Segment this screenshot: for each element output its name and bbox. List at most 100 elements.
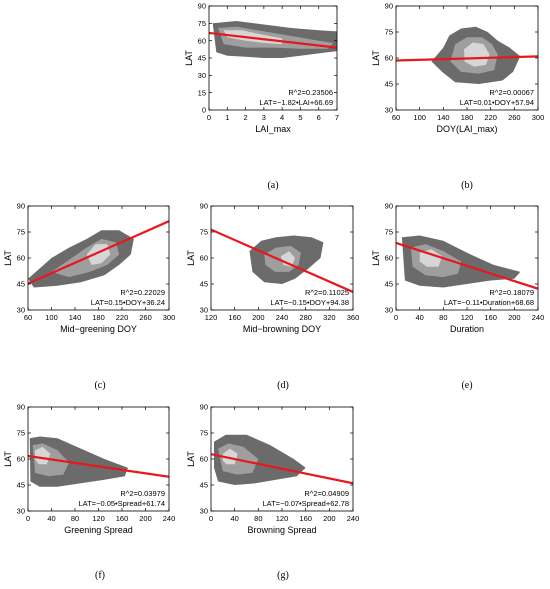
y-tick-label: 90 <box>200 403 208 412</box>
y-tick-label: 60 <box>385 254 393 263</box>
y-tick-label: 90 <box>17 202 25 211</box>
x-tick-label: 280 <box>299 313 312 322</box>
regression-line <box>211 228 353 294</box>
x-axis-label: Duration <box>450 324 484 334</box>
regression-line <box>209 31 337 49</box>
panel-a: 0 1 2 3 4 5 6 70153045607590LAI_maxLATR^2=0.235… <box>184 2 339 191</box>
panel-caption: (c) <box>94 380 105 391</box>
y-axis-label: LAT <box>3 451 13 467</box>
y-tick-label: 60 <box>198 36 206 45</box>
x-tick-label: 2 <box>243 113 247 122</box>
y-tick-label: 60 <box>17 455 25 464</box>
panel-caption: (f) <box>95 570 105 581</box>
y-tick-label: 45 <box>385 80 393 89</box>
x-axis-label: Browning Spread <box>247 525 316 535</box>
x-tick-label: 300 <box>532 113 545 122</box>
x-tick-label: 80 <box>254 514 262 523</box>
y-tick-label: 45 <box>200 481 208 490</box>
regression-equation-label: LAT=−1.82•LAI+66.69 <box>259 98 333 107</box>
y-tick-label: 30 <box>200 507 208 516</box>
x-tick-label: 5 <box>298 113 302 122</box>
y-tick-label: 45 <box>198 54 206 63</box>
density-region-level-3 <box>222 448 238 465</box>
y-tick-label: 30 <box>200 306 208 315</box>
panel-caption: (e) <box>461 380 472 391</box>
y-axis-label: LAT <box>3 250 13 266</box>
density-region-level-3 <box>419 249 443 267</box>
regression-equation-label: LAT=−0.11•Duration+68.68 <box>444 298 534 307</box>
x-tick-label: 0 <box>394 313 398 322</box>
regression-equation-label: LAT=−0.15•DOY+94.38 <box>270 298 349 307</box>
x-tick-label: 40 <box>47 514 55 523</box>
panel-caption: (d) <box>277 380 289 391</box>
x-tick-label: 4 <box>280 113 284 122</box>
y-axis-label: LAT <box>371 50 381 66</box>
y-axis-label: LAT <box>186 451 196 467</box>
y-tick-label: 90 <box>198 2 206 11</box>
x-tick-label: 120 <box>205 313 218 322</box>
y-tick-label: 0 <box>202 106 206 115</box>
x-tick-label: 60 <box>24 313 32 322</box>
regression-equation-label: LAT=0.01•DOY+57.94 <box>460 98 534 107</box>
x-tick-label: 200 <box>252 313 265 322</box>
x-tick-label: 240 <box>276 313 289 322</box>
x-tick-label: 7 <box>335 113 339 122</box>
x-tick-label: 180 <box>92 313 105 322</box>
x-axis-label: LAI_max <box>255 124 291 134</box>
density-region-level-3 <box>35 446 51 465</box>
regression-line <box>211 453 353 485</box>
x-axis-label: DOY(LAI_max) <box>436 124 497 134</box>
density-layers <box>28 220 169 288</box>
x-tick-label: 0 <box>207 113 211 122</box>
panel-c: 60 100 140 180 220 260 300 30 45 60 75 90 Mid−greeni… <box>3 202 175 391</box>
x-tick-label: 80 <box>439 313 447 322</box>
regression-line <box>28 454 169 478</box>
panel-e: 0 40 80 120 160 200 240 30 45 60 75 90 Duration LAT R^… <box>371 202 544 391</box>
y-axis-label: LAT <box>184 50 194 66</box>
y-axis-label: LAT <box>371 250 381 266</box>
y-tick-label: 90 <box>200 202 208 211</box>
y-tick-label: 60 <box>200 455 208 464</box>
y-tick-label: 90 <box>17 403 25 412</box>
regression-equation-label: LAT=−0.07•Spread+62.78 <box>262 499 349 508</box>
r-squared-label: R^2=0.03979 <box>120 489 165 498</box>
y-tick-label: 75 <box>200 429 208 438</box>
y-tick-label: 15 <box>198 88 206 97</box>
x-tick-label: 120 <box>276 514 289 523</box>
x-tick-label: 140 <box>437 113 450 122</box>
panel-caption: (b) <box>461 180 473 191</box>
x-tick-label: 240 <box>347 514 360 523</box>
density-layers <box>28 436 169 487</box>
x-tick-label: 160 <box>116 514 129 523</box>
y-axis-label: LAT <box>186 250 196 266</box>
regression-equation-label: LAT=0.15•DOY+36.24 <box>91 298 165 307</box>
x-tick-label: 240 <box>532 313 545 322</box>
x-tick-label: 120 <box>92 514 105 523</box>
x-tick-label: 260 <box>139 313 152 322</box>
x-tick-label: 0 <box>209 514 213 523</box>
x-tick-label: 200 <box>139 514 152 523</box>
regression-equation-label: LAT=−0.05•Spread+61.74 <box>78 499 165 508</box>
regression-line <box>396 241 538 290</box>
regression-line <box>396 55 538 62</box>
y-tick-label: 30 <box>385 106 393 115</box>
x-tick-label: 160 <box>228 313 241 322</box>
y-tick-label: 30 <box>385 306 393 315</box>
x-tick-label: 160 <box>484 313 497 322</box>
x-tick-label: 40 <box>415 313 423 322</box>
y-tick-label: 45 <box>17 280 25 289</box>
panel-b: 60 100 140 180 220 260 300 30 45 60 75 90 DOY(LAI_ma… <box>371 2 544 191</box>
regression-line <box>28 220 169 285</box>
y-tick-label: 45 <box>200 280 208 289</box>
density-region-level-3 <box>464 42 490 67</box>
y-tick-label: 75 <box>198 19 206 28</box>
y-tick-label: 60 <box>200 254 208 263</box>
y-tick-label: 75 <box>200 228 208 237</box>
r-squared-label: R^2=0.00067 <box>489 88 534 97</box>
y-tick-label: 75 <box>385 228 393 237</box>
x-tick-label: 300 <box>163 313 176 322</box>
x-tick-label: 240 <box>163 514 176 523</box>
panel-caption: (g) <box>277 570 289 581</box>
y-tick-label: 45 <box>385 280 393 289</box>
